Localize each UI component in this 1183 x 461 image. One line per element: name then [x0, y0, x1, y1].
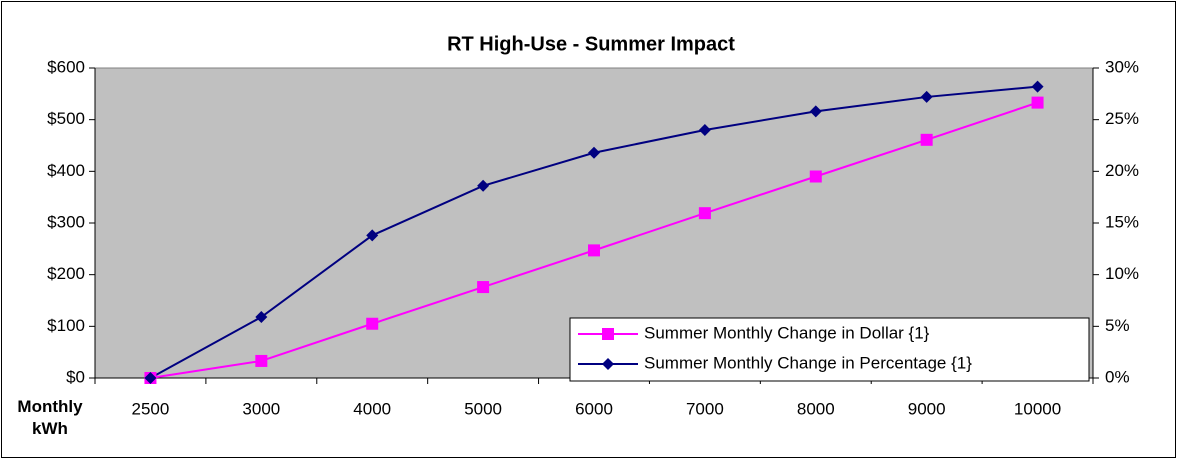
legend-label: Summer Monthly Change in Dollar {1} — [644, 323, 930, 342]
y-tick-label: $100 — [47, 316, 85, 335]
data-point — [1031, 96, 1044, 109]
x-tick-label: 2500 — [132, 399, 170, 418]
data-point — [477, 179, 490, 192]
data-point — [255, 354, 268, 367]
data-point — [920, 90, 933, 103]
x-tick-label: 6000 — [575, 399, 613, 418]
x-tick-label: 3000 — [242, 399, 280, 418]
data-point — [588, 146, 600, 159]
y-tick-label: $600 — [47, 57, 85, 76]
data-point — [477, 281, 490, 294]
data-point — [1031, 80, 1044, 93]
data-point — [366, 317, 379, 330]
y-tick-label: $500 — [47, 109, 85, 128]
data-point — [144, 372, 157, 384]
y2-tick-label: 30% — [1105, 57, 1139, 76]
y-tick-label: $300 — [47, 212, 85, 231]
y2-tick-label: 15% — [1105, 212, 1139, 231]
legend-box — [569, 317, 1090, 382]
x-tick-label: 5000 — [464, 399, 502, 418]
x-tick-label: 10000 — [1014, 399, 1061, 418]
data-point — [698, 207, 711, 220]
x-tick-label: 7000 — [686, 399, 724, 418]
data-point — [809, 105, 822, 118]
y2-tick-label: 10% — [1105, 264, 1139, 283]
y-tick-label: $400 — [47, 161, 85, 180]
data-point — [698, 124, 711, 136]
y2-tick-label: 5% — [1105, 316, 1130, 335]
y2-tick-label: 25% — [1105, 109, 1139, 128]
x-tick-label: 9000 — [908, 399, 946, 418]
x-tick-label: 4000 — [353, 399, 391, 418]
x-axis-label: Monthly kWh — [17, 397, 83, 438]
data-point — [588, 244, 600, 257]
y-tick-label: $0 — [66, 367, 85, 386]
y2-tick-label: 20% — [1105, 161, 1139, 180]
chart-title: RT High-Use - Summer Impact — [447, 33, 735, 55]
data-point — [255, 311, 268, 324]
y-tick-label: $200 — [47, 264, 85, 283]
data-point — [920, 133, 933, 146]
legend-label: Summer Monthly Change in Percentage {1} — [644, 353, 972, 372]
data-point — [366, 229, 379, 242]
x-tick-label: 8000 — [797, 399, 835, 418]
y2-tick-label: 0% — [1105, 367, 1130, 386]
legend-marker — [602, 358, 614, 370]
legend-marker — [602, 328, 614, 340]
data-point — [809, 170, 822, 183]
